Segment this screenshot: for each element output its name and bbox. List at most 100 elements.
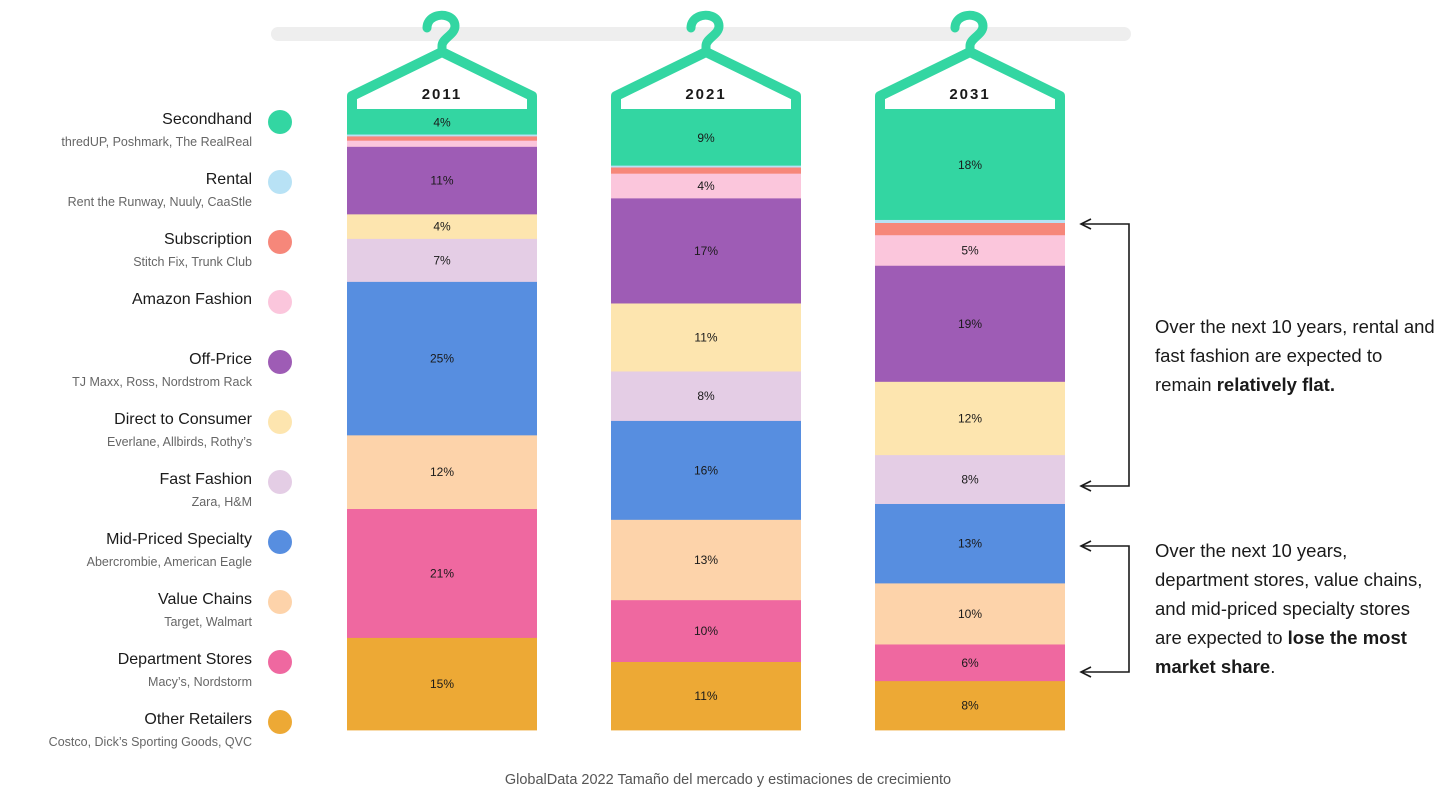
legend-swatch [268, 350, 292, 374]
legend-swatch [268, 530, 292, 554]
bar-data-label: 8% [961, 473, 979, 487]
bar-segment [875, 235, 1065, 267]
legend-item: Subscription Stitch Fix, Trunk Club [20, 230, 292, 281]
bar-data-label: 4% [697, 179, 715, 193]
bar-data-label: 21% [430, 566, 454, 580]
bar-segment [875, 265, 1065, 383]
note-flat-emphasis: relatively flat. [1216, 374, 1335, 395]
legend-item-examples: Abercrombie, American Eagle [86, 555, 252, 569]
hanger-frame [347, 47, 537, 119]
hanger-hook [686, 10, 724, 57]
legend: Secondhand thredUP, Poshmark, The RealRea… [0, 0, 300, 760]
bracket-lose-share-arrow-top [1079, 540, 1092, 552]
bar-data-label: 25% [430, 352, 454, 366]
bar-data-label: 16% [694, 463, 718, 477]
bar-data-label: 4% [433, 115, 451, 129]
bar-segment [875, 219, 1065, 224]
note-lose-period: . [1270, 656, 1276, 677]
bar-segment [347, 637, 537, 731]
legend-item: Amazon Fashion [20, 290, 292, 341]
bar-data-label: 10% [958, 607, 982, 621]
legend-swatch [268, 470, 292, 494]
bar-segment [875, 455, 1065, 505]
bar-segment [347, 281, 537, 436]
bar-data-label: 10% [694, 624, 718, 638]
bar-data-label: 11% [694, 330, 717, 344]
bar-segment [611, 371, 801, 422]
legend-item-name: Mid-Priced Specialty [106, 531, 252, 548]
legend-swatch [268, 110, 292, 134]
hanger-frame [611, 47, 801, 119]
bracket-flat-arrow-top [1079, 218, 1092, 230]
year-label: 2021 [685, 86, 726, 103]
legend-item-name: Direct to Consumer [114, 411, 252, 428]
note-flat: Over the next 10 years, rental and fast … [1155, 312, 1435, 399]
bar-data-label: 6% [961, 656, 979, 670]
bar-segment [875, 644, 1065, 682]
bar-data-label: 8% [961, 699, 979, 713]
legend-item-name: Subscription [163, 231, 252, 248]
bar-segment [347, 110, 537, 135]
legend-item-name: Fast Fashion [159, 471, 252, 488]
legend-swatch [268, 170, 292, 194]
bar-segment [611, 420, 801, 521]
bar-segment [875, 110, 1065, 221]
legend-item-examples: Target, Walmart [164, 615, 252, 629]
legend-swatch [268, 590, 292, 614]
note-lose-emphasis: lose the most market share [1155, 627, 1407, 677]
bar-segment [611, 303, 801, 372]
legend-item-name: Department Stores [117, 651, 252, 668]
bar-segment [347, 435, 537, 510]
legend-item-name: Amazon Fashion [131, 291, 252, 308]
legend-swatch [268, 230, 292, 254]
bar-data-label: 5% [961, 243, 979, 257]
bar-segment [347, 140, 537, 148]
bar-segment [611, 173, 801, 199]
bar-data-label: 18% [958, 158, 982, 172]
bar-segment [611, 662, 801, 731]
year-label: 2031 [949, 86, 990, 103]
legend-item-name: Value Chains [158, 591, 252, 608]
bar-data-label: 7% [433, 253, 451, 267]
legend-item: Value Chains Target, Walmart [20, 590, 292, 641]
legend-item-examples: Costco, Dick’s Sporting Goods, QVC [48, 735, 252, 749]
bar-segment [875, 381, 1065, 456]
legend-swatch [268, 710, 292, 734]
source-footer: GlobalData 2022 Tamaño del mercado y est… [504, 772, 952, 788]
bar-data-label: 12% [430, 465, 454, 479]
legend-item: Mid-Priced Specialty Abercrombie, America… [20, 530, 292, 581]
bar-data-label: 11% [694, 689, 717, 703]
bar-data-label: 12% [958, 411, 982, 425]
bar-data-label: 4% [433, 220, 451, 234]
legend-item-examples: Zara, H&M [191, 495, 252, 509]
bar-data-label: 17% [694, 244, 718, 258]
note-flat-text: Over the next 10 years, rental and fast … [1155, 316, 1435, 395]
bar-data-label: 9% [697, 131, 715, 145]
year-label: 2011 [422, 86, 463, 103]
legend-item-examples: TJ Maxx, Ross, Nordstrom Rack [72, 375, 252, 389]
bar-segment [611, 600, 801, 663]
bar-segment [611, 165, 801, 168]
bar-segment [611, 110, 801, 167]
legend-item: Direct to Consumer Everlane, Allbirds, Ro… [20, 410, 292, 461]
bar-segment [611, 519, 801, 601]
bar-segment [347, 146, 537, 215]
bar-data-label: 15% [430, 677, 454, 691]
note-lose-share: Over the next 10 years, department store… [1155, 536, 1435, 681]
bar-segment [347, 509, 537, 639]
legend-item-name: Off-Price [189, 351, 252, 368]
legend-item: Fast Fashion Zara, H&M [20, 470, 292, 521]
bar-segment [875, 503, 1065, 584]
legend-item: Department Stores Macy’s, Nordstorm [20, 650, 292, 701]
bar-segment [347, 134, 537, 137]
legend-item-name: Secondhand [162, 111, 252, 128]
bar-data-label: 19% [958, 317, 982, 331]
bar-segment [875, 223, 1065, 236]
bracket-lose-share-arrow-bottom [1079, 666, 1092, 678]
legend-swatch [268, 410, 292, 434]
legend-item-examples: Everlane, Allbirds, Rothy’s [107, 435, 252, 449]
bar-data-label: 13% [958, 537, 982, 551]
legend-item: Other Retailers Costco, Dick’s Sporting G… [20, 710, 292, 761]
bar-data-label: 11% [430, 174, 453, 188]
